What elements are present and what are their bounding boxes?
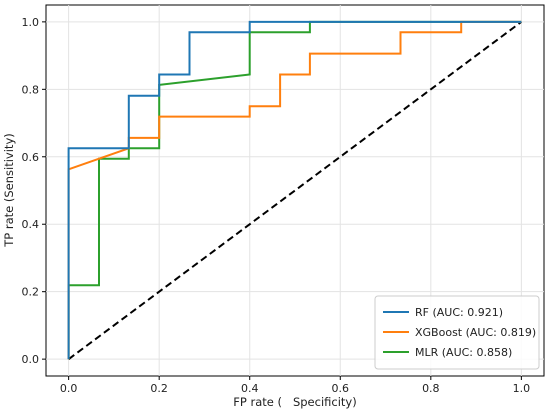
y-tick-label: 0.0 xyxy=(22,353,40,366)
x-axis-label: FP rate ( Specificity) xyxy=(233,395,356,409)
y-tick-label: 0.6 xyxy=(22,151,40,164)
x-tick-label: 1.0 xyxy=(513,382,531,395)
legend-label: XGBoost (AUC: 0.819) xyxy=(415,326,536,339)
y-tick-label: 0.4 xyxy=(22,218,40,231)
x-tick-label: 0.2 xyxy=(150,382,168,395)
x-ticks: 0.0 0.2 0.4 0.6 0.8 1.0 xyxy=(60,376,530,395)
y-ticks: 0.0 0.2 0.4 0.6 0.8 1.0 xyxy=(22,16,46,366)
x-tick-label: 0.6 xyxy=(332,382,350,395)
legend-box xyxy=(374,295,540,370)
x-tick-label: 0.0 xyxy=(60,382,78,395)
y-tick-label: 1.0 xyxy=(22,16,40,29)
legend-label: MLR (AUC: 0.858) xyxy=(415,346,512,359)
roc-line-2 xyxy=(67,20,522,360)
y-axis-label: TP rate (Sensitivity) xyxy=(2,133,16,247)
roc-line-0 xyxy=(67,20,522,360)
legend-label: RF (AUC: 0.921) xyxy=(415,306,503,319)
series-group xyxy=(67,20,522,360)
chance-diagonal-line xyxy=(68,21,522,360)
y-tick-label: 0.8 xyxy=(22,83,40,96)
x-tick-label: 0.4 xyxy=(241,382,259,395)
legend: RF (AUC: 0.921) XGBoost (AUC: 0.819) MLR (… xyxy=(374,295,540,370)
reference-line xyxy=(68,21,522,360)
y-tick-label: 0.2 xyxy=(22,286,40,299)
x-tick-label: 0.8 xyxy=(422,382,440,395)
